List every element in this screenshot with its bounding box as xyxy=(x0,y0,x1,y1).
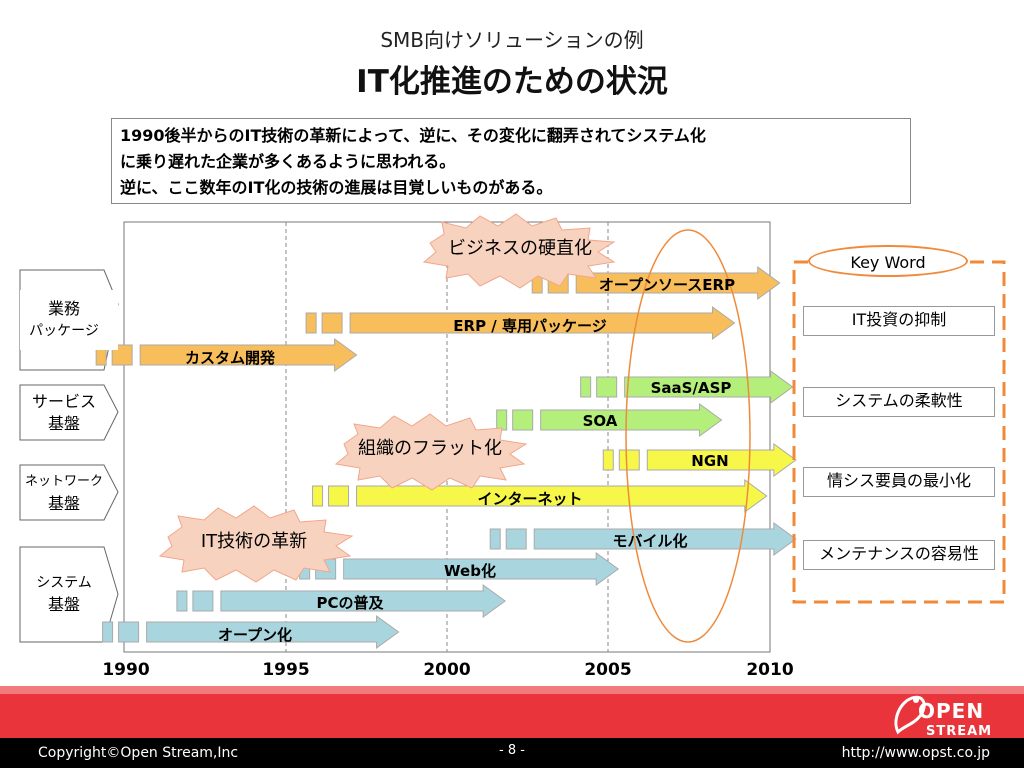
category-network-platform: ネットワーク 基盤 xyxy=(20,468,118,518)
category-label: 基盤 xyxy=(47,414,80,433)
timeline-arrow xyxy=(220,584,506,618)
burst-label-it-innovation: IT技術の革新 xyxy=(200,531,308,552)
note-box: 1990後半からのIT技術の革新によって、逆に、その変化に翻弄されてシステム化 … xyxy=(111,118,911,204)
arrow-lead-block xyxy=(328,485,350,507)
timeline-arrow xyxy=(343,552,620,586)
copyright-text: Copyright©Open Stream,Inc xyxy=(38,745,239,761)
arrow-lead-block xyxy=(312,485,324,507)
logo-text-stream: STREAM xyxy=(926,724,993,739)
arrow-lead-block xyxy=(305,312,317,334)
arrow-label-open: オープン化 xyxy=(217,626,293,644)
burst-shape xyxy=(422,213,616,289)
category-label: パッケージ xyxy=(29,323,99,339)
year-label: 2005 xyxy=(584,660,632,680)
arrow-label-web: Web化 xyxy=(444,562,496,580)
arrow-lead-block xyxy=(580,376,592,398)
arrow-label-pc: PCの普及 xyxy=(316,594,384,612)
burst-label-flat-org: 組織のフラット化 xyxy=(358,438,502,459)
highlight-ellipse xyxy=(625,229,751,643)
logo-text-open: OPEN xyxy=(918,699,985,723)
page-number: - 8 - xyxy=(499,743,525,758)
category-shape-service xyxy=(19,384,119,441)
timeline-arrow xyxy=(624,370,794,404)
arrow-lead-block xyxy=(512,409,534,431)
site-url[interactable]: http://www.opst.co.jp xyxy=(841,745,990,761)
keyword-title: Key Word xyxy=(808,245,968,277)
footer-band-highlight xyxy=(0,686,1024,694)
timeline-arrow xyxy=(146,615,400,649)
timeline-arrow xyxy=(540,403,723,437)
keyword-item: IT投資の抑制 xyxy=(803,306,995,336)
note-line: 1990後半からのIT技術の革新によって、逆に、その変化に翻弄されてシステム化 xyxy=(120,126,706,145)
keyword-item: メンテナンスの容易性 xyxy=(803,540,995,570)
arrow-label-saas: SaaS/ASP xyxy=(650,379,732,397)
category-label: 基盤 xyxy=(47,494,80,513)
arrow-lead-block xyxy=(596,376,618,398)
arrow-label-opensource-erp: オープンソースERP xyxy=(598,276,736,294)
arrow-label-custom-dev: カスタム開発 xyxy=(184,349,275,367)
open-stream-logo-icon xyxy=(894,695,926,735)
arrow-label-erp: ERP / 専用パッケージ xyxy=(453,317,607,335)
arrow-label-soa: SOA xyxy=(582,412,618,430)
burst-shape xyxy=(334,413,528,491)
arrow-lead-block xyxy=(489,528,501,550)
arrow-lead-block xyxy=(176,590,188,612)
timeline-arrow xyxy=(356,479,768,513)
arrow-label-ngn: NGN xyxy=(691,452,729,470)
category-label: 基盤 xyxy=(47,595,80,614)
category-business-package: 業務 パッケージ xyxy=(20,290,118,350)
arrow-group xyxy=(95,266,797,649)
category-label: システム xyxy=(36,575,92,591)
footer-bar xyxy=(0,738,1024,768)
timeline-arrow xyxy=(646,443,797,477)
category-shape-system xyxy=(19,546,119,643)
arrow-lead-block xyxy=(496,409,508,431)
keyword-item: システムの柔軟性 xyxy=(803,387,995,417)
arrow-lead-block xyxy=(111,344,133,366)
year-label: 2010 xyxy=(746,660,794,680)
category-label: サービス xyxy=(31,392,96,411)
note-line: に乗り遅れた企業が多くあるように思われる。 xyxy=(120,152,456,171)
year-label: 2000 xyxy=(423,660,471,680)
category-label: ネットワーク xyxy=(24,474,103,489)
footer-band xyxy=(0,686,1024,738)
slide-subtitle: SMB向けソリューションの例 xyxy=(380,28,644,52)
year-label: 1995 xyxy=(262,660,310,680)
year-label: 1990 xyxy=(102,660,150,680)
keyword-frame xyxy=(792,260,1006,604)
arrow-lead-block xyxy=(192,590,214,612)
timeline-arrow xyxy=(139,338,358,372)
note-line: 逆に、ここ数年のIT化の技術の進展は目覚しいものがある。 xyxy=(120,178,553,197)
category-shape-network xyxy=(19,464,119,521)
arrow-lead-block xyxy=(118,621,140,643)
arrow-lead-block xyxy=(321,312,343,334)
category-service-platform: サービス 基盤 xyxy=(20,388,118,438)
keyword-item: 情シス要員の最小化 xyxy=(803,467,995,497)
timeline-arrow xyxy=(575,266,781,300)
category-label: 業務 xyxy=(47,299,80,318)
arrow-label-internet: インターネット xyxy=(477,490,583,508)
category-system-platform: システム 基盤 xyxy=(20,566,118,622)
slide-title: IT化推進のための状況 xyxy=(356,64,668,100)
arrow-label-mobile: モバイル化 xyxy=(612,532,688,550)
burst-shape xyxy=(158,505,354,583)
burst-label-business-rigidity: ビジネスの硬直化 xyxy=(448,238,592,259)
arrow-lead-block xyxy=(602,449,614,471)
arrow-lead-block xyxy=(102,621,114,643)
arrow-lead-block xyxy=(618,449,640,471)
timeline-arrow xyxy=(533,522,797,556)
arrow-lead-block xyxy=(505,528,527,550)
